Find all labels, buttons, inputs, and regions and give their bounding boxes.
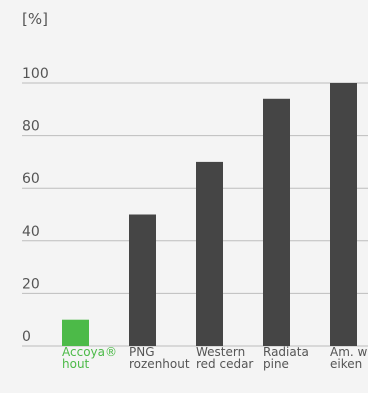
- category-label-4-line-0: Am. w: [330, 345, 368, 359]
- bar-1: [129, 214, 156, 346]
- category-label-3-line-0: Radiata: [263, 345, 309, 359]
- category-label-3-line-1: pine: [263, 357, 289, 371]
- bar-0: [62, 319, 89, 346]
- category-label-0-line-0: Accoya®: [62, 345, 117, 359]
- y-tick-label-0: 0: [22, 329, 31, 345]
- y-tick-label-100: 100: [22, 66, 49, 82]
- bar-4: [330, 83, 357, 346]
- category-label-1-line-1: rozenhout: [129, 357, 190, 371]
- category-label-0-line-1: hout: [62, 357, 90, 371]
- category-label-1-line-0: PNG: [129, 345, 155, 359]
- category-label-4-line-1: eiken: [330, 357, 362, 371]
- bar-2: [196, 161, 223, 346]
- y-tick-label-40: 40: [22, 224, 40, 240]
- y-tick-label-60: 60: [22, 171, 40, 187]
- y-unit-label: [%]: [22, 10, 48, 28]
- y-tick-label-80: 80: [22, 119, 40, 135]
- gridlines: [22, 82, 368, 347]
- bar-3: [263, 98, 290, 346]
- category-label-2-line-1: red cedar: [196, 357, 253, 371]
- category-label-2-line-0: Western: [196, 345, 245, 359]
- y-tick-labels: 0 20 40 60 80 100: [22, 66, 49, 345]
- y-tick-label-20: 20: [22, 276, 40, 292]
- bars: [62, 83, 357, 346]
